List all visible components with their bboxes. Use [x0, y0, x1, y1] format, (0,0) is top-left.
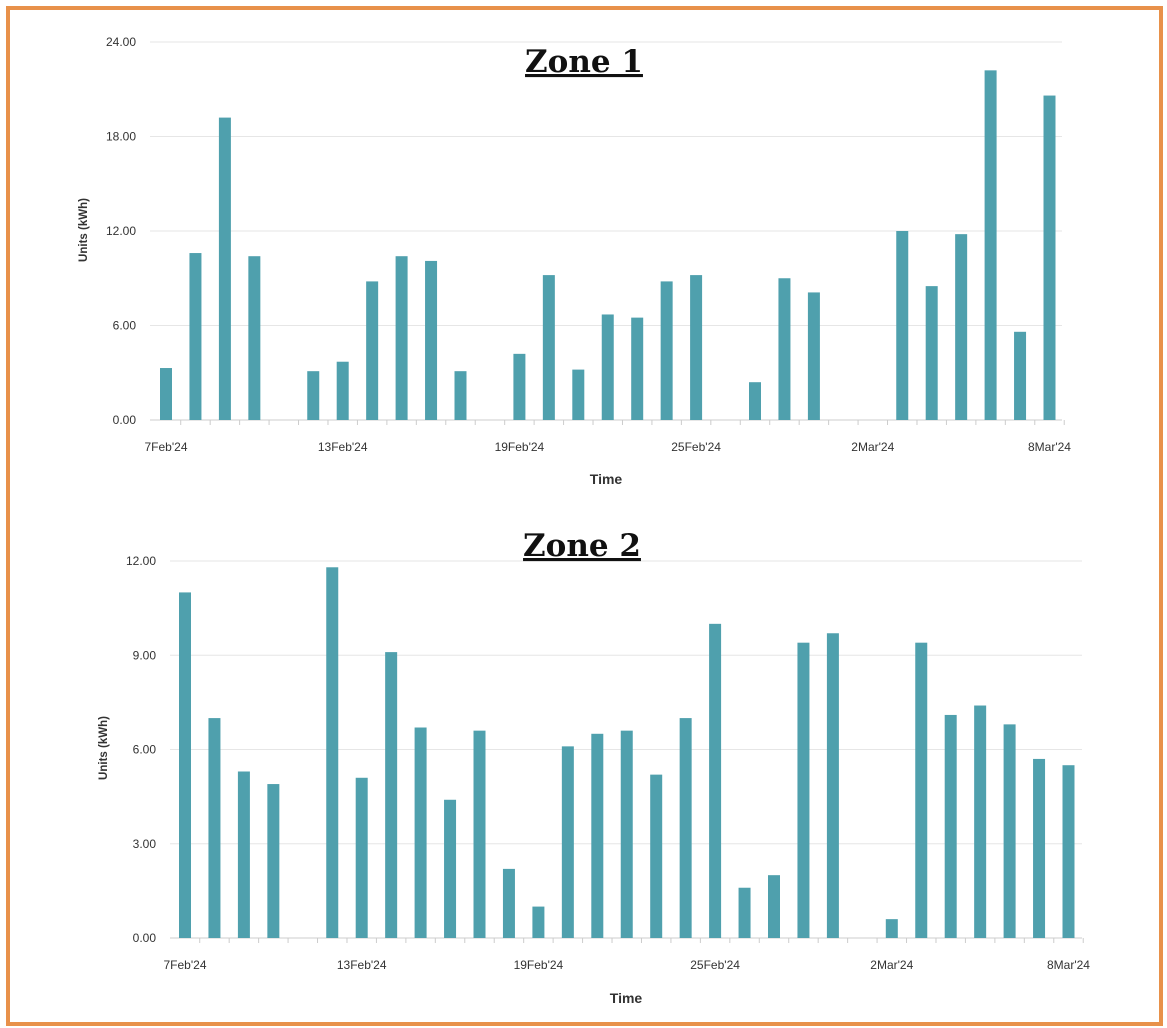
chart-title: Zone 2 [523, 528, 641, 564]
bar [660, 281, 673, 420]
bar [425, 260, 438, 420]
bar [1062, 765, 1075, 938]
y-axis-label: Units (kWh) [98, 716, 110, 780]
y-tick-label: 18.00 [106, 130, 136, 144]
bar [620, 730, 633, 938]
bar [444, 799, 457, 938]
bar [189, 253, 202, 420]
bar [542, 275, 555, 420]
chart-title: Zone 1 [525, 44, 643, 80]
bar [896, 231, 909, 420]
x-tick-label: 19Feb'24 [495, 440, 545, 454]
x-tick-label: 8Mar'24 [1028, 440, 1071, 454]
bar [355, 777, 368, 938]
bar [601, 314, 614, 420]
x-tick-label: 7Feb'24 [145, 440, 188, 454]
bar [690, 275, 703, 420]
bar [454, 371, 467, 420]
bar [385, 652, 398, 938]
x-axis-label: Time [590, 471, 623, 487]
bar [1014, 331, 1027, 420]
bar [925, 286, 938, 420]
bar [915, 642, 928, 938]
y-tick-label: 9.00 [133, 648, 157, 662]
y-tick-label: 3.00 [133, 837, 157, 851]
bar [473, 730, 486, 938]
x-tick-label: 13Feb'24 [318, 440, 368, 454]
bar [326, 567, 339, 938]
x-tick-label: 8Mar'24 [1047, 958, 1090, 972]
x-tick-label: 25Feb'24 [690, 958, 740, 972]
bar [709, 623, 722, 938]
bar [679, 718, 692, 938]
bar [502, 868, 515, 938]
bar [826, 633, 839, 938]
bar [248, 256, 261, 420]
bar [984, 70, 997, 420]
bar [1003, 724, 1016, 938]
y-tick-label: 0.00 [113, 413, 137, 427]
x-axis-label: Time [610, 990, 643, 1006]
bar [955, 234, 968, 420]
bar [218, 117, 231, 420]
bar [572, 369, 585, 420]
bar [179, 592, 191, 938]
bar [208, 718, 221, 938]
bar [414, 727, 427, 938]
x-tick-label: 13Feb'24 [337, 958, 387, 972]
bar [650, 774, 663, 938]
bar [1033, 758, 1046, 938]
x-tick-label: 2Mar'24 [870, 958, 913, 972]
bar [307, 371, 320, 420]
bar [797, 642, 810, 938]
bar [749, 382, 761, 420]
bar [768, 875, 780, 938]
bar [591, 733, 604, 938]
y-axis-label: Units (kWh) [78, 198, 90, 262]
bar [160, 368, 172, 420]
bar [944, 714, 957, 938]
bar [513, 353, 526, 420]
chart-frame [6, 6, 1163, 1026]
bar [1043, 95, 1056, 421]
y-tick-label: 24.00 [106, 35, 136, 49]
y-tick-label: 12.00 [106, 224, 136, 238]
y-tick-label: 6.00 [113, 319, 137, 333]
x-tick-label: 25Feb'24 [671, 440, 721, 454]
bar [267, 784, 280, 938]
bar [395, 256, 408, 420]
bar [778, 278, 791, 420]
bar [974, 705, 987, 938]
y-tick-label: 6.00 [133, 743, 157, 757]
bar [631, 317, 644, 420]
bar [807, 292, 820, 420]
bar [885, 919, 898, 938]
bar [532, 906, 545, 938]
x-tick-label: 7Feb'24 [164, 958, 207, 972]
bar [561, 746, 574, 938]
x-tick-label: 2Mar'24 [851, 440, 894, 454]
bar [336, 361, 349, 420]
bar [237, 771, 250, 938]
y-tick-label: 12.00 [126, 554, 156, 568]
bar [738, 887, 751, 938]
x-tick-label: 19Feb'24 [514, 958, 564, 972]
y-tick-label: 0.00 [133, 931, 157, 945]
bar [366, 281, 379, 420]
